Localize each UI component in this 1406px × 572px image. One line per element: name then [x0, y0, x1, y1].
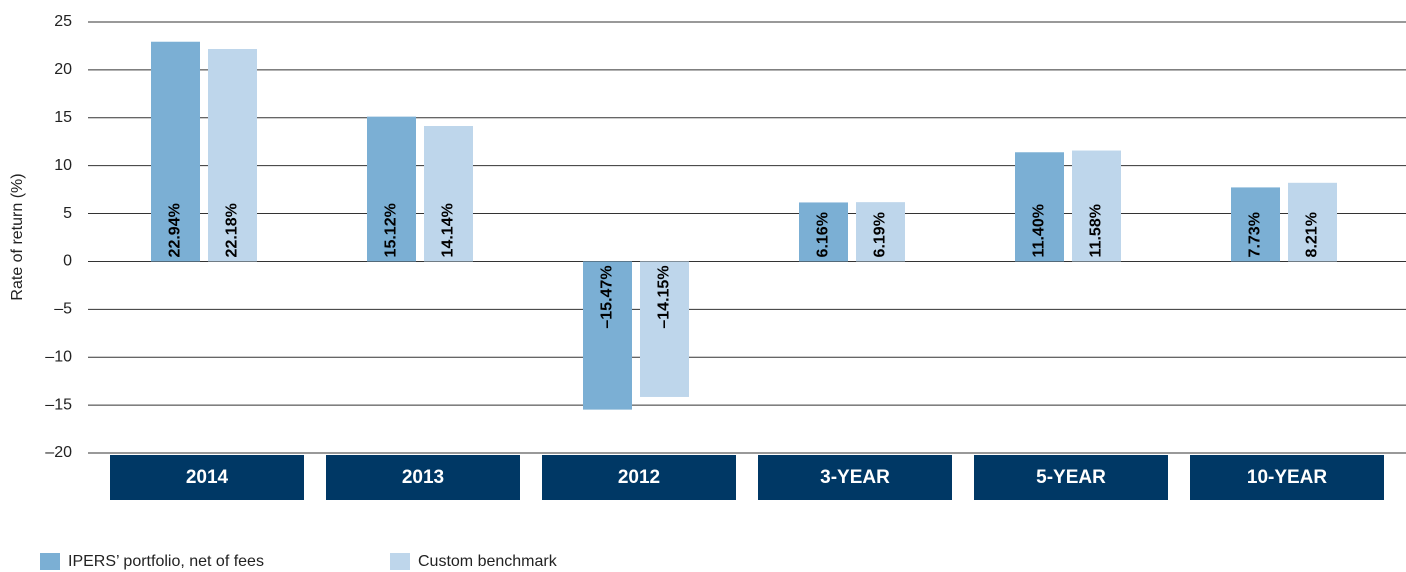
y-tick-label: –15: [45, 396, 72, 413]
y-tick-label: –5: [54, 301, 72, 318]
x-tick-label: 3-YEAR: [820, 467, 890, 488]
data-label: 15.12%: [383, 203, 400, 257]
data-label: –15.47%: [599, 265, 616, 328]
x-tick-label: 2014: [186, 467, 229, 488]
bar: [583, 261, 632, 410]
data-label: 22.18%: [224, 203, 241, 257]
data-label: 6.19%: [872, 212, 889, 257]
category-box: [542, 455, 736, 500]
y-axis-label: Rate of return (%): [9, 173, 26, 300]
data-label: 8.21%: [1304, 212, 1321, 257]
y-tick-label: –10: [45, 348, 72, 365]
bar: [208, 49, 257, 262]
legend-swatch: [40, 553, 60, 570]
y-tick-label: 10: [54, 157, 72, 174]
category-box: [1190, 455, 1384, 500]
legend-swatch: [390, 553, 410, 570]
bar: [424, 126, 473, 262]
bar: [367, 116, 416, 262]
bar: [799, 202, 848, 262]
category-box: [758, 455, 952, 500]
bar: [1231, 187, 1280, 262]
category-box: [326, 455, 520, 500]
y-tick-label: 15: [54, 109, 72, 126]
x-tick-label: 2012: [618, 467, 660, 488]
data-label: 22.94%: [167, 203, 184, 257]
y-tick-label: 0: [63, 253, 72, 270]
y-tick-label: –20: [45, 444, 72, 461]
data-label: 14.14%: [440, 203, 457, 257]
bar: [151, 41, 200, 262]
x-tick-label: 10-YEAR: [1247, 467, 1328, 488]
data-label: 11.40%: [1031, 204, 1048, 257]
bar: [1015, 152, 1064, 262]
legend-label: IPERS’ portfolio, net of fees: [68, 553, 264, 570]
y-tick-label: 25: [54, 13, 72, 30]
y-tick-label: 5: [63, 205, 72, 222]
data-label: 6.16%: [815, 212, 832, 257]
bar: [1072, 150, 1121, 262]
data-label: –14.15%: [656, 265, 673, 328]
x-tick-label: 2013: [402, 467, 444, 488]
category-box: [974, 455, 1168, 500]
legend-label: Custom benchmark: [418, 553, 558, 570]
bar: [640, 261, 689, 397]
y-tick-label: 20: [54, 61, 72, 78]
data-label: 11.58%: [1088, 204, 1105, 257]
x-tick-label: 5-YEAR: [1036, 467, 1106, 488]
category-box: [110, 455, 304, 500]
bar: [856, 202, 905, 262]
bar: [1288, 182, 1337, 262]
data-label: 7.73%: [1247, 212, 1264, 257]
